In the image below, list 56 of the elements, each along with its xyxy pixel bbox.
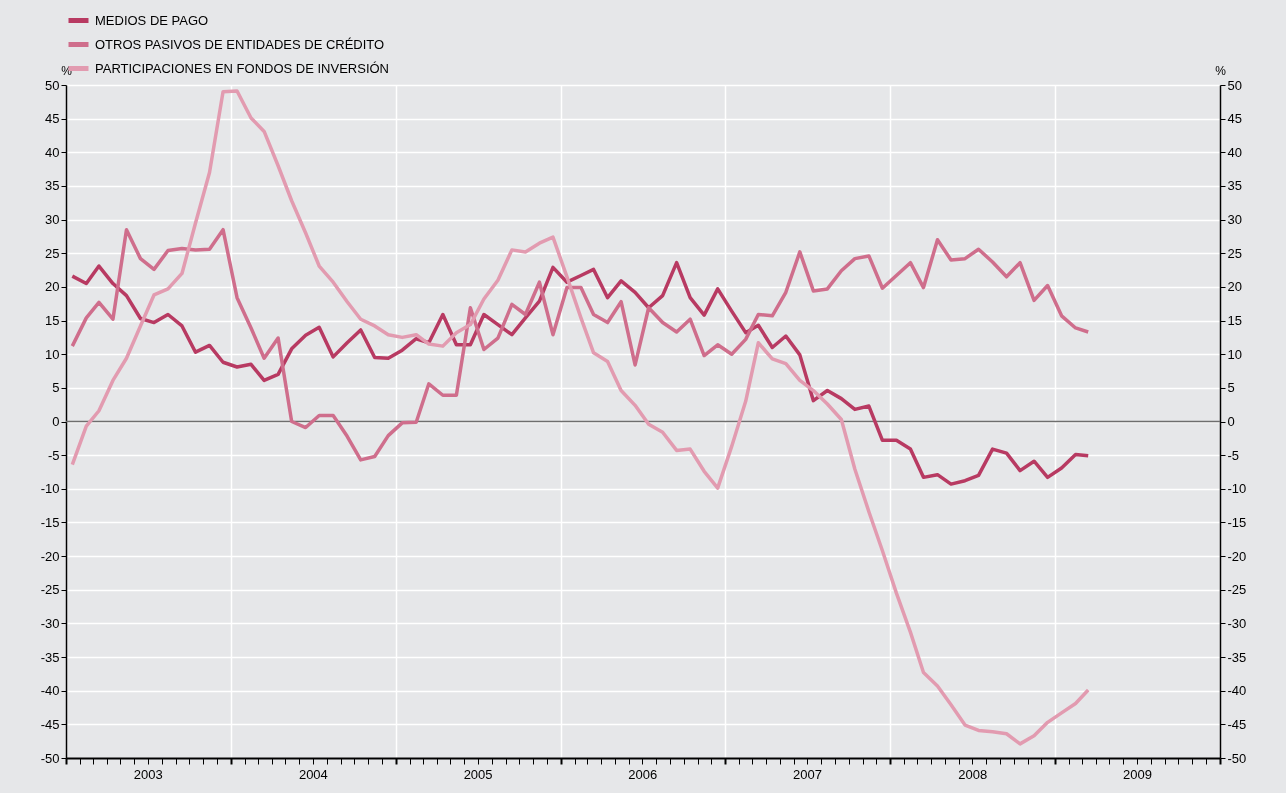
- y-tick-label: -30: [40, 615, 60, 631]
- y-tick-label: 40: [45, 144, 60, 160]
- y2-tick-label: 10: [1227, 346, 1242, 362]
- y-tick-label: 20: [45, 279, 60, 295]
- x-tick-label: 2005: [463, 766, 493, 782]
- y2-tick-label: 25: [1227, 245, 1242, 261]
- y-tick-label: -10: [40, 481, 60, 497]
- x-tick-label: 2009: [1123, 766, 1152, 782]
- y-tick-label: -40: [40, 683, 60, 699]
- y2-tick-label: 30: [1227, 212, 1242, 228]
- y-tick-label: 50: [45, 77, 60, 93]
- y-tick-label: 15: [45, 313, 60, 329]
- y2-tick-label: -35: [1227, 649, 1247, 665]
- y-tick-label: 0: [52, 414, 60, 429]
- y-tick-label: -25: [40, 582, 60, 598]
- x-tick-label: 2006: [628, 766, 658, 782]
- y2-tick-label: 50: [1227, 77, 1242, 93]
- x-tick-label: 2004: [298, 766, 328, 782]
- y2-tick-label: 20: [1227, 279, 1242, 295]
- x-tick-label: 2003: [133, 766, 163, 782]
- line-series: [70, 260, 1090, 486]
- y-tick-label: -35: [40, 649, 60, 665]
- y2-tick-label: -30: [1227, 615, 1247, 631]
- y2-tick-label: -50: [1227, 750, 1247, 766]
- line-series: [70, 227, 1090, 462]
- x-tick-label: 2008: [958, 766, 988, 782]
- y-tick-label: 30: [45, 212, 60, 228]
- y2-tick-label: -40: [1227, 683, 1247, 699]
- line-series: [70, 89, 1090, 746]
- y-tick-label: -45: [40, 716, 60, 732]
- y2-tick-label: 45: [1227, 111, 1242, 127]
- y2-tick-label: -10: [1227, 481, 1247, 497]
- y-tick-label: 35: [45, 178, 60, 194]
- y-tick-label: -20: [40, 548, 60, 564]
- y2-tick-label: -20: [1227, 548, 1247, 564]
- y2-axis-title: %: [1215, 63, 1227, 78]
- y2-tick-label: -5: [1227, 447, 1240, 463]
- y2-tick-label: -25: [1227, 582, 1247, 598]
- y2-tick-label: 0: [1227, 414, 1235, 429]
- legend-label: MEDIOS DE PAGO: [95, 12, 209, 28]
- y-tick-label: 25: [45, 245, 60, 261]
- y2-tick-label: -45: [1227, 716, 1247, 732]
- legend-label: PARTICIPACIONES EN FONDOS DE INVERSIÓN: [95, 60, 389, 76]
- y2-tick-label: -15: [1227, 514, 1247, 530]
- y-tick-label: 45: [45, 111, 60, 127]
- y-tick-label: -5: [47, 447, 60, 463]
- y-tick-label: -15: [40, 514, 60, 530]
- y2-tick-label: 35: [1227, 178, 1242, 194]
- y-tick-label: -50: [40, 750, 60, 766]
- y-tick-label: 10: [45, 346, 60, 362]
- legend-label: OTROS PASIVOS DE ENTIDADES DE CRÉDITO: [95, 36, 385, 52]
- x-tick-label: 2007: [793, 766, 823, 782]
- y2-tick-label: 5: [1227, 380, 1235, 396]
- y-tick-label: 5: [52, 380, 60, 396]
- y2-tick-label: 15: [1227, 313, 1242, 329]
- y2-tick-label: 40: [1227, 144, 1242, 160]
